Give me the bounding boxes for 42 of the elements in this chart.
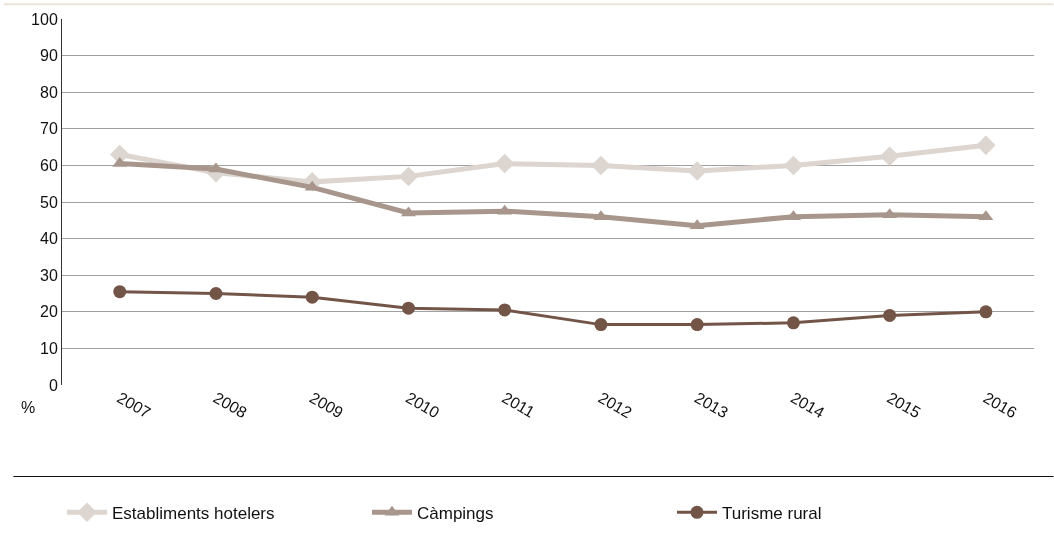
legend-label: Turisme rural: [722, 503, 822, 523]
legend-label: Establiments hotelers: [112, 503, 275, 523]
y-tick-label: 50: [40, 193, 58, 211]
y-tick-label: 0: [48, 376, 58, 394]
y-tick-label: 60: [40, 157, 58, 174]
x-tick-label: 2015: [884, 388, 924, 422]
point: [498, 303, 512, 317]
x-tick-label: 2013: [691, 388, 732, 422]
point: [113, 285, 127, 299]
point: [883, 308, 897, 322]
point: [305, 290, 319, 304]
x-tick-label: 2014: [787, 388, 828, 422]
x-tick-label: 2008: [210, 388, 250, 422]
point: [401, 301, 415, 315]
y-tick-label: 40: [40, 230, 58, 248]
point: [687, 161, 707, 181]
point: [786, 316, 800, 330]
point: [879, 146, 900, 166]
point: [398, 166, 419, 187]
y-tick-label: 90: [40, 47, 58, 65]
y-tick-label: 30: [40, 266, 58, 284]
point: [979, 305, 993, 319]
point: [594, 318, 608, 332]
y-tick-label: 100: [31, 10, 58, 28]
x-tick-label: 2011: [499, 388, 538, 421]
y-tick-label: 20: [40, 303, 58, 321]
x-tick-label: 2016: [980, 388, 1020, 422]
legend-label: Càmpings: [417, 503, 494, 523]
point: [976, 135, 996, 156]
point: [591, 155, 611, 176]
x-tick-label: 2007: [114, 388, 154, 422]
y-tick-label: 10: [40, 340, 58, 357]
point: [690, 318, 704, 332]
x-tick-label: 2009: [306, 388, 347, 422]
point: [209, 287, 223, 300]
y-axis-title: %: [21, 399, 36, 416]
point: [494, 153, 515, 174]
y-tick-label: 80: [40, 83, 58, 101]
y-tick-label: 70: [40, 120, 58, 138]
x-tick-label: 2012: [595, 388, 635, 422]
point: [783, 155, 804, 176]
x-tick-label: 2010: [402, 388, 443, 422]
